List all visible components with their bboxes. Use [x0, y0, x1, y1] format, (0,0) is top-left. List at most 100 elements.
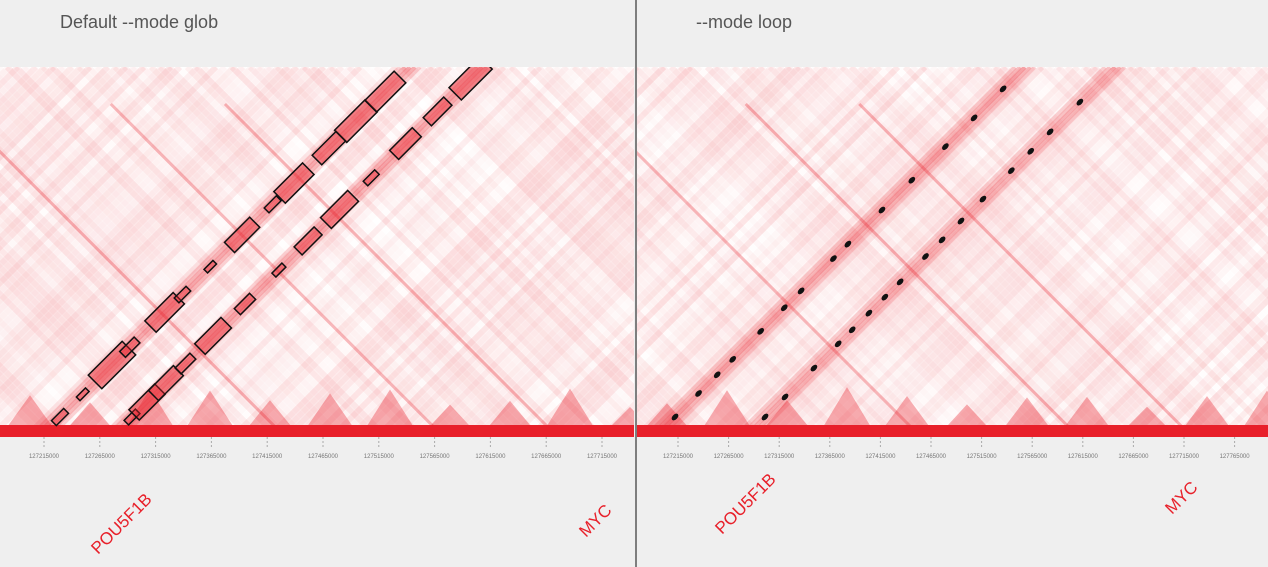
contact-band: [473, 274, 634, 437]
contact-band: [912, 79, 1268, 437]
contact-band: [356, 157, 634, 437]
contact-band: [193, 67, 569, 437]
loop-call: [713, 371, 721, 379]
contact-band: [704, 67, 1080, 437]
contact-band: [966, 133, 1268, 437]
contact-band: [637, 262, 810, 437]
contact-band: [104, 67, 480, 437]
diagonal-tad: [1237, 390, 1268, 437]
contact-band: [957, 124, 1268, 437]
contact-band: [714, 67, 1090, 437]
contact-band: [637, 226, 846, 437]
contact-band: [713, 67, 1089, 437]
contact-band: [637, 67, 838, 270]
contact-band: [777, 67, 1153, 437]
loop-call: [865, 309, 873, 317]
contact-band: [509, 310, 634, 437]
contact-band: [0, 136, 299, 437]
glob-call: [447, 67, 494, 102]
diagonal: [637, 425, 1268, 437]
contact-band: [903, 70, 1268, 437]
contact-band: [812, 67, 1188, 437]
contact-band: [767, 67, 1143, 437]
contact-band: [265, 67, 634, 437]
contact-band: [0, 235, 200, 437]
contact-band: [472, 67, 634, 231]
contact-band: [464, 265, 634, 437]
diagonal-tad: [420, 404, 480, 437]
contact-band: [0, 67, 336, 405]
loop-call: [999, 85, 1007, 93]
contact-band: [1083, 250, 1268, 437]
contact-band: [637, 208, 864, 437]
contact-band: [0, 67, 264, 333]
contact-band: [0, 67, 147, 216]
loop-call: [810, 364, 818, 372]
contact-band: [4, 67, 380, 437]
contact-band: [753, 67, 1127, 437]
contact-band: [637, 82, 990, 437]
glob-call: [293, 225, 324, 256]
contact-band: [139, 67, 515, 437]
loop-call: [830, 255, 837, 262]
contact-band: [0, 67, 201, 270]
contact-band: [0, 67, 129, 198]
contact-band: [0, 67, 318, 387]
diagonal-tad: [697, 390, 757, 437]
loop-call: [1027, 147, 1035, 155]
contact-band: [786, 67, 1162, 437]
glob-call: [174, 352, 197, 375]
contact-band: [347, 148, 634, 437]
contact-band: [637, 136, 936, 437]
contact-band: [637, 67, 847, 279]
contact-band: [77, 67, 453, 437]
tick-label: 127215000: [29, 454, 60, 460]
contact-band: [0, 67, 210, 279]
contact-band: [383, 184, 634, 437]
loop-call: [878, 206, 886, 214]
contact-band: [848, 67, 1224, 437]
contact-band: [109, 102, 445, 437]
contact-band: [948, 115, 1268, 437]
contact-band: [0, 217, 218, 437]
diagonal-tad: [0, 395, 60, 437]
contact-band: [902, 67, 1268, 435]
tick-label: 127265000: [714, 454, 745, 460]
contact-band: [0, 127, 308, 437]
contact-band: [956, 67, 1268, 381]
contact-band: [768, 67, 1144, 437]
contact-band: [1173, 340, 1268, 437]
contact-band: [436, 67, 634, 267]
contact-band: [1109, 67, 1268, 228]
contact-band: [974, 67, 1268, 363]
contact-band: [105, 67, 479, 437]
glob-call: [422, 96, 453, 127]
loop-call: [729, 355, 737, 363]
tick-label: 127565000: [1017, 454, 1048, 460]
contact-band: [374, 175, 634, 437]
tick-label: 127665000: [531, 454, 562, 460]
contact-band: [750, 67, 1126, 437]
loop-call: [942, 143, 949, 150]
contact-band: [0, 154, 281, 437]
contact-band: [230, 67, 606, 437]
contact-band: [641, 67, 1017, 437]
contact-band: [419, 220, 634, 437]
contact-band: [544, 67, 634, 159]
contact-band: [40, 67, 416, 437]
contact-band: [0, 370, 65, 437]
contact-band: [41, 67, 417, 437]
contact-band: [637, 67, 982, 414]
contact-band: [1038, 205, 1268, 437]
contact-band: [658, 67, 1032, 437]
contact-band: [0, 253, 182, 437]
contact-band: [637, 280, 792, 437]
contact-band: [0, 244, 191, 437]
loop-call: [908, 176, 916, 184]
contact-band: [76, 67, 452, 437]
glob-call: [50, 407, 70, 427]
contact-band: [401, 202, 634, 437]
glob-call: [272, 161, 316, 205]
tick-label: 127665000: [1118, 454, 1149, 460]
tick-label: 127315000: [764, 454, 795, 460]
